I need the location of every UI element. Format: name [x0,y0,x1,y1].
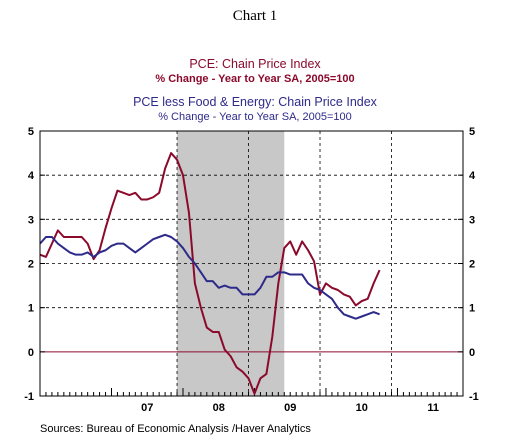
y-tick-label-left: 3 [28,214,34,226]
y-tick-label-right: 1 [469,303,475,315]
source-note: Sources: Bureau of Economic Analysis /Ha… [40,423,311,435]
y-tick-label-left: 4 [28,170,35,182]
series2-title: PCE less Food & Energy: Chain Price Inde… [133,95,378,109]
x-tick-label: 08 [213,402,225,414]
x-tick-label: 11 [427,402,439,414]
y-tick-label-right: 4 [469,170,476,182]
y-tick-label-right: 2 [469,259,475,271]
y-tick-label-right: 3 [469,214,475,226]
x-tick-label: 09 [284,402,296,414]
x-tick-label: 07 [141,402,153,414]
plot-area: -1 -10 01 12 23 34 45 507 08 09 10 11 [24,126,479,414]
series1-subtitle: % Change - Year to Year SA, 2005=100 [155,73,354,85]
series1-title: PCE: Chain Price Index [189,57,321,71]
series-line-2 [39,233,380,320]
chart-title: Chart 1 [233,8,278,24]
x-tick-label: 10 [356,402,368,414]
y-tick-label-left: 1 [28,303,34,315]
y-tick-label-right: -1 [469,391,479,403]
y-tick-label-left: -1 [24,391,34,403]
y-tick-label-right: 5 [469,126,475,138]
series2-subtitle: % Change - Year to Year SA, 2005=100 [158,111,352,123]
y-tick-label-left: 5 [28,126,34,138]
y-tick-label-left: 2 [28,259,34,271]
y-tick-label-right: 0 [469,347,475,359]
y-tick-label-left: 0 [28,347,34,359]
